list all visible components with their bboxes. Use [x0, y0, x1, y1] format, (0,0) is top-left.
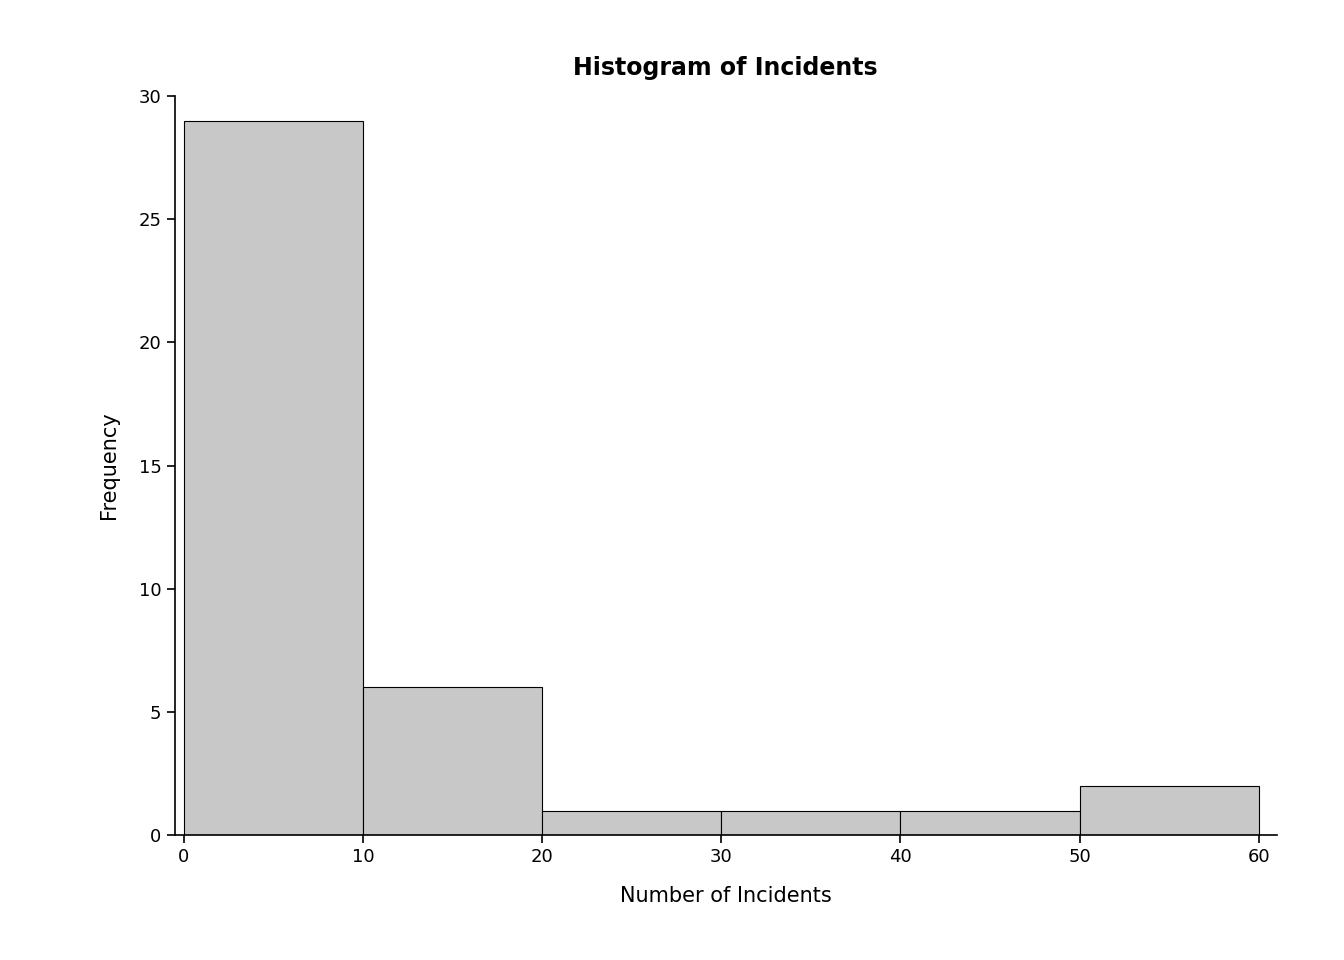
X-axis label: Number of Incidents: Number of Incidents [620, 886, 832, 906]
Y-axis label: Frequency: Frequency [99, 412, 120, 519]
Bar [363, 687, 542, 835]
Bar [542, 810, 722, 835]
Bar [722, 810, 900, 835]
Bar [1079, 786, 1259, 835]
Bar [900, 810, 1079, 835]
Title: Histogram of Incidents: Histogram of Incidents [574, 57, 878, 81]
Bar [184, 121, 363, 835]
